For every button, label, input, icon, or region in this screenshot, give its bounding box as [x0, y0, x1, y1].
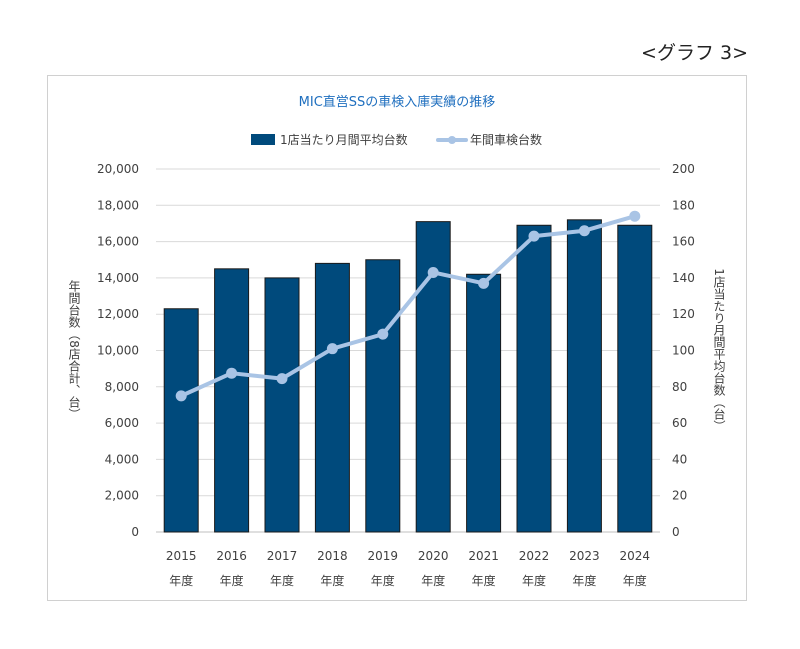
x-tick-label: 2022 — [519, 549, 550, 563]
right-tick-label: 20 — [672, 489, 687, 503]
bar — [617, 224, 653, 533]
right-tick-label: 40 — [672, 452, 687, 466]
right-tick-label: 80 — [672, 380, 687, 394]
legend-line-marker — [448, 136, 456, 144]
bar — [163, 308, 199, 533]
x-tick-label: 2023 — [569, 549, 600, 563]
bar — [516, 224, 552, 533]
right-axis-ticks: 0 20 40 60 80 100 120 140 160 180 200 — [672, 162, 695, 539]
right-tick-label: 140 — [672, 271, 695, 285]
left-tick-label: 12,000 — [97, 307, 139, 321]
x-tick-suffix: 年度 — [572, 573, 596, 588]
left-tick-label: 2,000 — [105, 489, 139, 503]
line-point — [427, 266, 439, 278]
x-tick-suffix: 年度 — [623, 573, 647, 588]
bar — [566, 219, 602, 533]
right-tick-label: 100 — [672, 344, 695, 358]
bar — [365, 259, 401, 533]
bar — [466, 273, 502, 533]
x-tick-suffix: 年度 — [371, 573, 395, 588]
line-point — [175, 390, 187, 402]
left-axis-ticks: 0 2,000 4,000 6,000 8,000 10,000 12,000 14,000 1… — [97, 162, 139, 539]
x-tick-label: 2018 — [317, 549, 348, 563]
x-tick-suffix: 年度 — [472, 573, 496, 588]
x-tick-label: 2016 — [216, 549, 247, 563]
left-tick-label: 16,000 — [97, 235, 139, 249]
bar-series — [163, 219, 653, 533]
line-series — [175, 210, 641, 402]
right-tick-label: 200 — [672, 162, 695, 176]
left-tick-label: 18,000 — [97, 198, 139, 212]
line-point — [276, 373, 288, 385]
left-tick-label: 6,000 — [105, 416, 139, 430]
x-tick-suffix: 年度 — [220, 573, 244, 588]
series-line — [180, 214, 636, 398]
line-point — [326, 343, 338, 355]
left-tick-label: 0 — [131, 525, 139, 539]
legend: 1店当たり月間平均台数 年間車検台数 — [251, 132, 542, 147]
chart-title: MIC直営SSの車検入庫実績の推移 — [299, 94, 496, 110]
x-tick-label: 2019 — [368, 549, 399, 563]
left-tick-label: 8,000 — [105, 380, 139, 394]
right-tick-label: 60 — [672, 416, 687, 430]
line-point — [578, 225, 590, 237]
x-tick-label: 2021 — [468, 549, 499, 563]
x-tick-suffix: 年度 — [169, 573, 193, 588]
x-tick-suffix: 年度 — [522, 573, 546, 588]
right-tick-label: 0 — [672, 525, 680, 539]
x-tick-label: 2024 — [620, 549, 651, 563]
left-tick-label: 10,000 — [97, 344, 139, 358]
left-tick-label: 14,000 — [97, 271, 139, 285]
right-axis-title: 1店当たり月間平均台数（台） — [712, 268, 726, 432]
line-point — [629, 210, 641, 222]
line-point — [528, 230, 540, 242]
line-point — [226, 367, 238, 379]
bar — [264, 277, 300, 533]
right-tick-label: 160 — [672, 235, 695, 249]
line-point — [478, 277, 490, 289]
bar — [214, 268, 250, 533]
legend-bar-swatch — [251, 134, 275, 145]
x-tick-label: 2015 — [166, 549, 197, 563]
x-tick-suffix: 年度 — [320, 573, 344, 588]
left-tick-label: 20,000 — [97, 162, 139, 176]
legend-bar-label: 1店当たり月間平均台数 — [280, 132, 408, 147]
x-axis-labels: 2015 年度 2016 年度 2017 年度 2018 年度 2019 年度 2020 年度 2021… — [166, 549, 650, 588]
right-tick-label: 180 — [672, 198, 695, 212]
bar — [314, 262, 350, 533]
left-tick-label: 4,000 — [105, 452, 139, 466]
x-tick-label: 2020 — [418, 549, 449, 563]
line-point — [377, 328, 389, 340]
x-tick-label: 2017 — [267, 549, 298, 563]
right-tick-label: 120 — [672, 307, 695, 321]
legend-line-label: 年間車検台数 — [470, 132, 542, 147]
left-axis-title: 年間台数（8店合計、台） — [67, 280, 81, 420]
x-tick-suffix: 年度 — [421, 573, 445, 588]
x-tick-suffix: 年度 — [270, 573, 294, 588]
figure-label: <グラフ 3> — [641, 42, 748, 64]
chart-frame — [47, 75, 747, 601]
